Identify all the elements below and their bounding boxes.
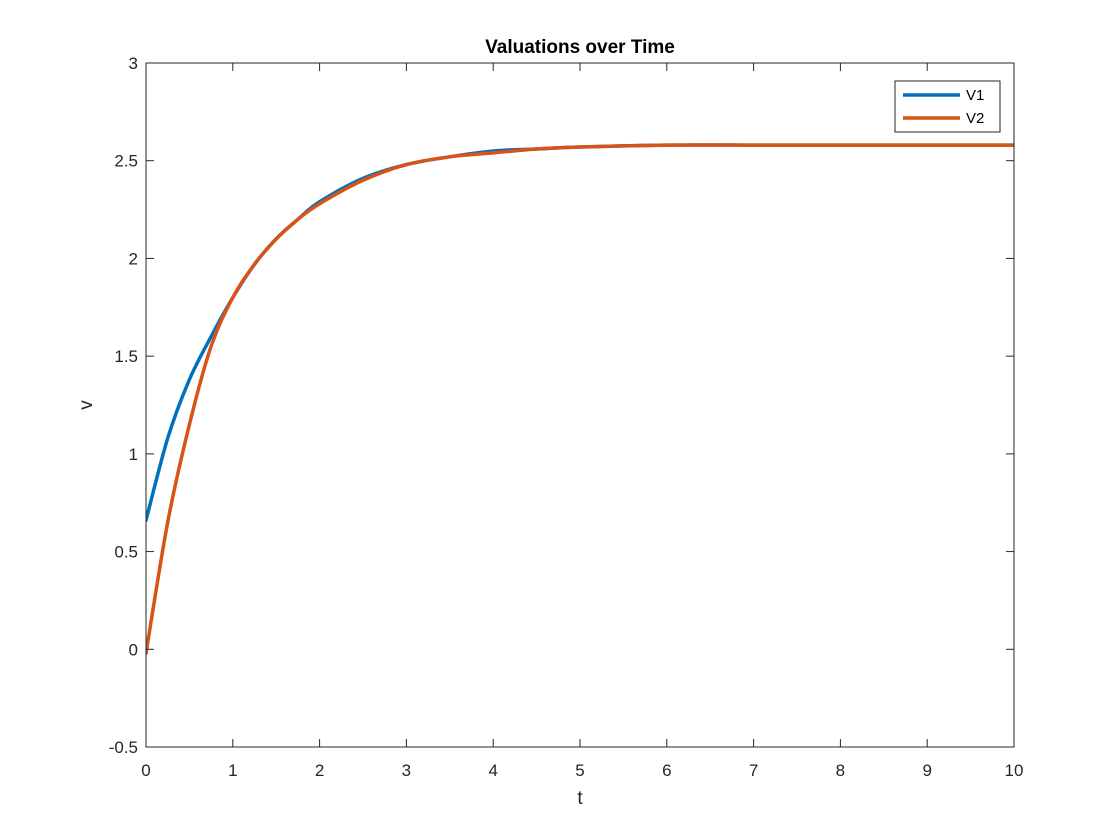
legend-box [894,80,1001,133]
x-tick-label: 4 [488,761,497,780]
x-tick-label: 8 [836,761,845,780]
y-tick-label: 1.5 [114,347,138,366]
y-tick-label: 2 [129,249,138,268]
plot-area [146,63,1014,747]
legend-label-v1: V1 [966,87,984,104]
ticks-layer: 0 1 2 3 4 5 6 7 8 9 10-0.500.511.522.53 [109,54,1024,780]
legend-label-v2: V2 [966,110,984,127]
y-tick-label: 0 [129,640,138,659]
chart-title: Valuations over Time [485,37,675,58]
y-tick-label: 0.5 [114,543,138,562]
x-axis-label: t [577,788,583,809]
legend: V1 V2 [894,80,1001,133]
x-tick-label: 1 [228,761,237,780]
x-tick-label: 7 [749,761,758,780]
y-tick-label: 1 [129,445,138,464]
x-tick-label: 10 [1005,761,1024,780]
y-axis-label: v [76,400,97,410]
series-line-v2 [146,143,1014,655]
y-tick-label: -0.5 [109,738,138,757]
y-tick-label: 2.5 [114,152,138,171]
x-tick-label: 5 [575,761,584,780]
series-layer [146,143,1014,655]
y-tick-label: 3 [129,54,138,73]
x-tick-label: 2 [315,761,324,780]
x-tick-label: 0 [141,761,150,780]
x-tick-label: 3 [402,761,411,780]
x-tick-label: 9 [922,761,931,780]
x-tick-label: 6 [662,761,671,780]
